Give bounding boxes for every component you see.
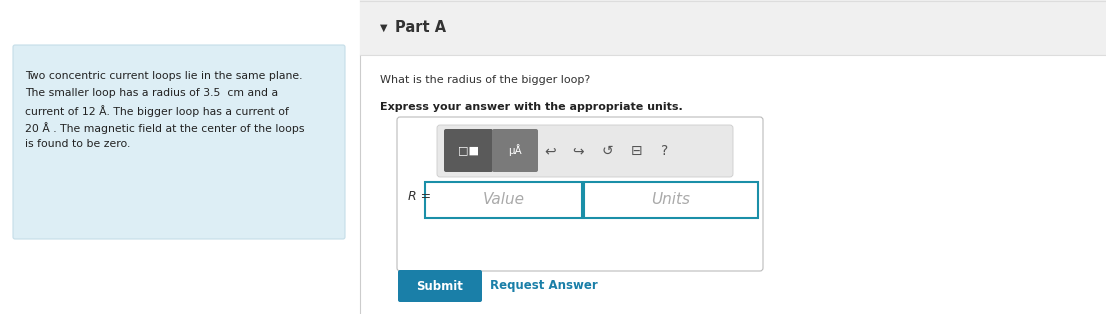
Text: μÅ: μÅ: [508, 144, 522, 156]
Text: What is the radius of the bigger loop?: What is the radius of the bigger loop?: [380, 75, 591, 85]
Text: The smaller loop has a radius of 3.5  cm and a: The smaller loop has a radius of 3.5 cm …: [25, 88, 278, 98]
Text: Part A: Part A: [395, 20, 446, 35]
FancyBboxPatch shape: [444, 129, 493, 172]
FancyBboxPatch shape: [13, 45, 345, 239]
Text: ⊟: ⊟: [632, 144, 643, 158]
Text: ↺: ↺: [602, 144, 613, 158]
FancyBboxPatch shape: [397, 117, 763, 271]
Text: Two concentric current loops lie in the same plane.: Two concentric current loops lie in the …: [25, 71, 303, 81]
Text: ▼: ▼: [380, 23, 387, 33]
Text: Units: Units: [651, 192, 690, 208]
Text: ↪: ↪: [572, 144, 584, 158]
Text: ↩: ↩: [544, 144, 556, 158]
FancyBboxPatch shape: [584, 182, 758, 218]
Text: Value: Value: [482, 192, 524, 208]
Text: Request Answer: Request Answer: [490, 279, 597, 293]
FancyBboxPatch shape: [437, 125, 733, 177]
FancyBboxPatch shape: [398, 270, 482, 302]
FancyBboxPatch shape: [359, 0, 1106, 55]
Text: 20 Å . The magnetic field at the center of the loops: 20 Å . The magnetic field at the center …: [25, 122, 304, 134]
FancyBboxPatch shape: [492, 129, 538, 172]
Text: R =: R =: [408, 190, 431, 203]
Text: is found to be zero.: is found to be zero.: [25, 139, 131, 149]
Text: Submit: Submit: [417, 279, 463, 293]
FancyBboxPatch shape: [425, 182, 582, 218]
Text: current of 12 Å. The bigger loop has a current of: current of 12 Å. The bigger loop has a c…: [25, 105, 289, 117]
Text: Express your answer with the appropriate units.: Express your answer with the appropriate…: [380, 102, 682, 112]
Text: ?: ?: [661, 144, 669, 158]
Text: □■: □■: [458, 145, 479, 155]
